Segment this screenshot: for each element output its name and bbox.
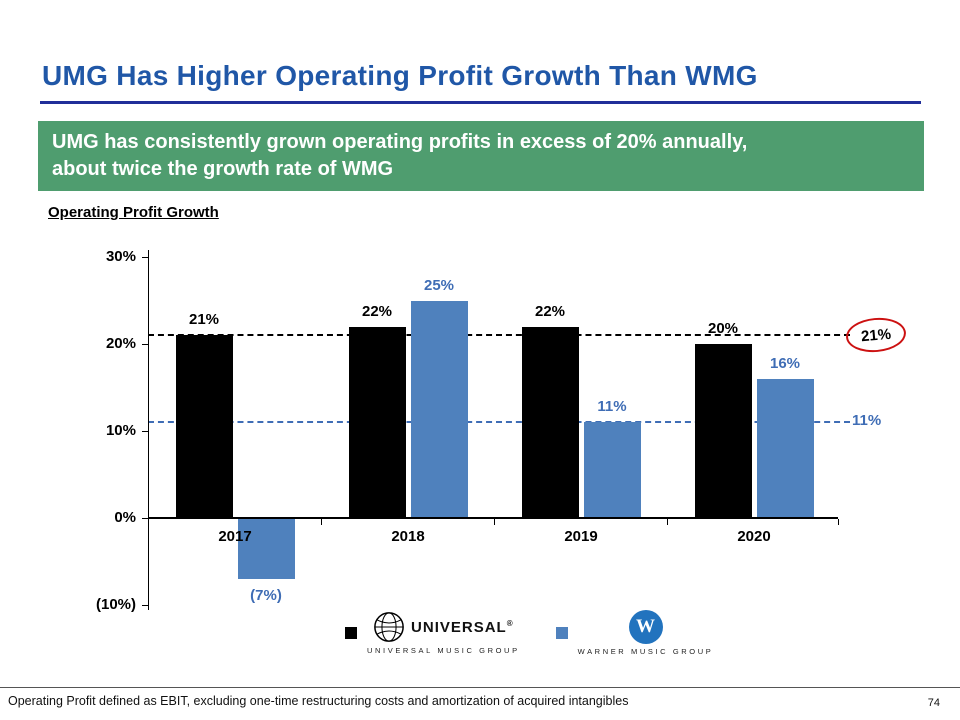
wmg-legend-caption: WARNER MUSIC GROUP [577,647,714,656]
y-tick-label-1: 20% [105,335,136,352]
banner-line-1: UMG has consistently grown operating pro… [52,131,748,153]
bar-label-wmg-2019: 11% [597,398,627,416]
y-axis-tick-2 [142,431,148,432]
y-tick-label-4: (10%) [95,596,136,613]
x-category-label-2018: 2018 [391,528,425,545]
bar-label-wmg-2017: (7%) [250,586,282,604]
legend-item-umg: UNIVERSAL® UNIVERSAL MUSIC GROUP [345,611,520,655]
y-axis-tick-0 [142,257,148,258]
bar-label-umg-2017: 21% [188,311,220,329]
ref-label-11: 11% [852,412,882,430]
page-title: UMG Has Higher Operating Profit Growth T… [42,60,758,91]
bar-umg-2019 [521,326,579,518]
umg-series-swatch [345,627,357,639]
y-axis-line [148,250,149,610]
ref-line-11 [148,421,850,424]
x-axis-tick-4 [838,519,839,525]
bar-label-umg-2018: 22% [361,302,393,320]
x-category-label-2017: 2017 [218,528,252,545]
bar-umg-2017 [175,335,233,518]
ref-label-circled-21: 21% [844,315,908,355]
legend-item-wmg: W WARNER MUSIC GROUP [555,610,714,656]
x-axis-tick-0 [148,519,149,525]
bar-label-umg-2020: 20% [707,320,739,337]
x-axis-tick-2 [493,519,495,525]
registered-mark: ® [506,618,514,628]
bar-label-umg-2019: 22% [534,302,566,320]
universal-globe-icon [374,612,404,642]
page-number: 74 [927,697,940,709]
bar-wmg-2017 [237,518,295,579]
x-axis-tick-3 [666,519,668,525]
footnote: Operating Profit defined as EBIT, exclud… [8,694,629,708]
footnote-divider [0,687,960,688]
y-axis-tick-4 [142,605,148,606]
bar-umg-2018 [348,326,406,518]
x-category-label-2020: 2020 [737,528,771,545]
x-category-label-2019: 2019 [564,528,598,545]
warner-brand-block: W WARNER MUSIC GROUP [578,610,714,656]
umg-legend-caption: UNIVERSAL MUSIC GROUP [367,646,520,655]
bar-wmg-2019 [583,422,641,518]
ref-line-21 [148,334,850,337]
y-tick-label-0: 30% [105,248,136,265]
bar-label-wmg-2018: 25% [423,276,455,294]
warner-logo-icon: W [628,610,663,644]
universal-brand-block: UNIVERSAL® UNIVERSAL MUSIC GROUP [367,611,520,655]
chart-heading: Operating Profit Growth [48,204,219,221]
banner-line-2: about twice the growth rate of WMG [52,158,394,180]
wmg-series-swatch [555,627,568,639]
universal-wordmark: UNIVERSAL® [411,618,514,636]
y-axis-tick-3 [142,518,148,519]
y-axis-tick-1 [142,344,148,345]
key-message-banner: UMG has consistently grown operating pro… [38,121,924,191]
y-tick-label-3: 0% [114,509,136,526]
y-tick-label-2: 10% [105,422,136,439]
title-underline [40,101,921,104]
bar-wmg-2018 [410,300,468,518]
x-axis-tick-1 [320,519,322,525]
chart-legend: UNIVERSAL® UNIVERSAL MUSIC GROUP W WARNE… [345,610,713,656]
bar-umg-2020 [694,344,752,518]
x-axis-line [148,517,838,519]
bar-wmg-2020 [756,378,814,518]
bar-label-wmg-2020: 16% [769,354,801,372]
